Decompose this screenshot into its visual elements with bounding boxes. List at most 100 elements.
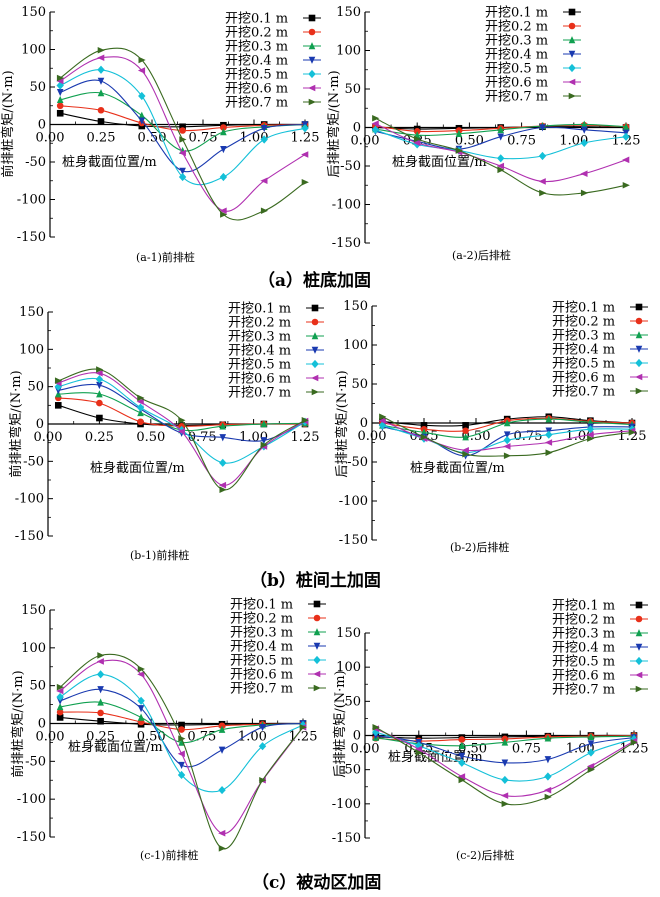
- y-tick-label: 50: [29, 679, 46, 694]
- data-point: [178, 726, 185, 733]
- data-point: [544, 756, 552, 764]
- x-axis-title: 桩身截面位置/m: [410, 460, 505, 476]
- y-tick-label: -100: [17, 792, 46, 807]
- legend-marker: [635, 317, 643, 325]
- data-point: [580, 120, 588, 128]
- data-point: [379, 413, 387, 421]
- legend-marker: [311, 318, 319, 326]
- series-7: [372, 724, 638, 808]
- data-point: [587, 762, 595, 770]
- legend-marker: [313, 628, 321, 636]
- legend-marker: [311, 359, 319, 369]
- chart-a2-back-pile: -150-100-500501001500.000.250.500.751.00…: [320, 0, 650, 251]
- x-tick-label: 0.00: [34, 430, 63, 445]
- data-point: [259, 776, 267, 784]
- y-tick-label: 150: [19, 305, 44, 320]
- legend-label: 开挖0.4 m: [552, 343, 615, 358]
- legend-label: 开挖0.5 m: [552, 357, 615, 372]
- y-tick-label: 50: [344, 82, 361, 97]
- chart-svg-c2: -150-100-500501001500.000.250.500.751.00…: [332, 599, 649, 847]
- data-point: [587, 740, 595, 748]
- data-point: [220, 211, 228, 218]
- legend-label: 开挖0.6 m: [230, 668, 293, 683]
- legend-label: 开挖0.2 m: [225, 26, 288, 41]
- legend-label: 开挖0.3 m: [230, 626, 293, 641]
- legend-label: 开挖0.6 m: [552, 669, 615, 684]
- chart-c1-front-pile: -150 -100 -50 0 50 100 150 0.00 0.25 0.50 0.75 1.00…: [0, 590, 326, 852]
- data-point: [220, 145, 227, 154]
- y-tick-label: 150: [21, 603, 46, 618]
- legend-marker: [635, 643, 643, 651]
- legend-marker: [313, 684, 321, 692]
- x-tick-label: 1.25: [291, 430, 320, 445]
- data-point: [177, 770, 186, 780]
- data-point: [219, 486, 227, 494]
- y-tick-label: 0: [36, 417, 44, 432]
- legend-marker: [308, 84, 316, 92]
- data-point: [299, 723, 307, 731]
- caption-b1: (b-1)前排桩: [130, 549, 190, 562]
- data-point: [137, 705, 145, 713]
- legend-label: 开挖0.3 m: [225, 40, 288, 55]
- data-point: [622, 122, 630, 131]
- legend-marker: [311, 374, 319, 382]
- data-point: [497, 125, 505, 134]
- x-tick-label: 1.25: [289, 730, 318, 745]
- y-tick-label: 100: [21, 43, 46, 58]
- legend-marker: [568, 22, 576, 30]
- y-tick-label: -150: [332, 236, 361, 251]
- data-point: [96, 670, 105, 679]
- legend-marker: [568, 92, 576, 100]
- legend-label: 开挖0.2 m: [552, 613, 615, 628]
- x-tick-label: 1.25: [291, 131, 320, 146]
- x-tick-label: 0.00: [36, 730, 65, 745]
- data-point: [179, 127, 186, 134]
- legend-marker: [308, 28, 316, 36]
- legend-marker: [313, 655, 321, 665]
- data-point: [461, 447, 469, 454]
- data-point: [220, 124, 227, 131]
- legend-label: 开挖0.3 m: [485, 34, 548, 49]
- data-point: [539, 124, 546, 132]
- legend-marker: [635, 303, 643, 311]
- data-point: [580, 189, 589, 197]
- data-point: [96, 366, 104, 373]
- data-point: [56, 81, 64, 90]
- legend-label: 开挖0.5 m: [485, 62, 548, 77]
- legend-label: 开挖0.6 m: [225, 82, 288, 97]
- data-point: [258, 742, 267, 751]
- y-tick-label: 150: [336, 5, 361, 20]
- data-point: [96, 399, 103, 407]
- data-point: [413, 139, 421, 147]
- legend-label: 开挖0.7 m: [485, 90, 548, 105]
- legend-marker: [568, 36, 576, 44]
- legend-marker: [313, 642, 321, 650]
- series-7: [54, 366, 309, 494]
- y-tick-label: 100: [19, 342, 44, 357]
- data-point: [97, 106, 105, 114]
- data-point: [458, 752, 466, 760]
- legend-label: 开挖0.5 m: [230, 654, 293, 669]
- y-tick-label: -150: [332, 831, 361, 846]
- data-point: [56, 683, 65, 691]
- data-point: [586, 431, 594, 438]
- legend-label: 开挖0.2 m: [228, 316, 291, 331]
- legend-marker: [313, 600, 321, 608]
- data-point: [301, 416, 309, 424]
- legend-marker: [308, 42, 316, 50]
- x-axis-title: 桩身截面位置/m: [62, 154, 157, 170]
- data-point: [371, 120, 379, 127]
- data-point: [372, 114, 380, 122]
- legend-marker: [635, 671, 643, 679]
- chart-a1-front-pile: -150 -100 -50 0 50 100 150 0.00 0.25 0.50 0.75 1.00…: [0, 0, 321, 250]
- y-tick-label: -100: [339, 494, 368, 509]
- data-point: [544, 439, 553, 446]
- legend-label: 开挖0.1 m: [230, 598, 293, 613]
- data-point: [137, 696, 145, 705]
- data-point: [462, 450, 470, 458]
- series-7: [56, 46, 309, 221]
- data-point: [56, 714, 64, 721]
- x-tick-label: 0.25: [85, 430, 114, 445]
